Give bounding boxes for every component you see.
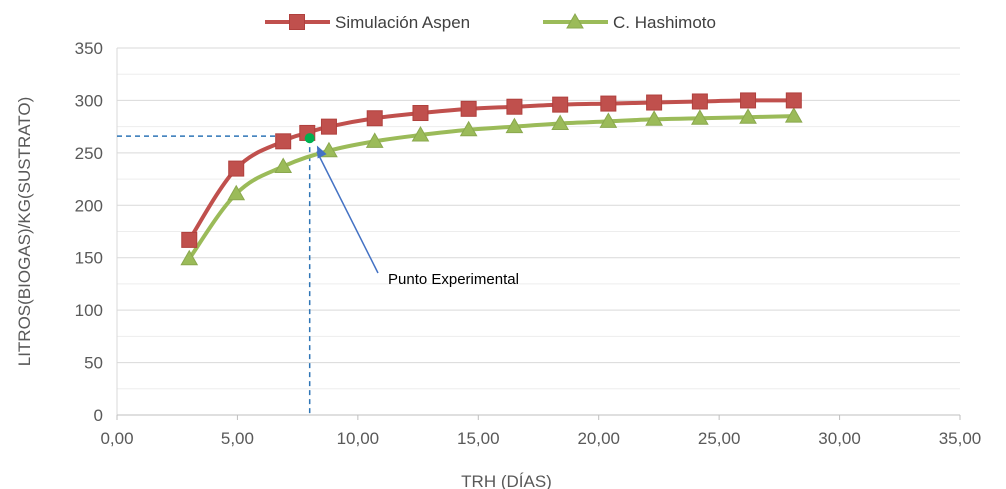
data-point bbox=[412, 105, 429, 122]
x-tick-label: 30,00 bbox=[818, 429, 861, 448]
series-c-hashimoto bbox=[180, 107, 803, 266]
data-point bbox=[460, 100, 477, 117]
data-point bbox=[645, 110, 663, 126]
data-point bbox=[785, 92, 802, 109]
data-point bbox=[366, 110, 383, 127]
x-tick-label: 10,00 bbox=[337, 429, 380, 448]
gridlines bbox=[117, 47, 960, 416]
data-point bbox=[320, 118, 337, 135]
data-point bbox=[228, 160, 245, 177]
axes bbox=[116, 48, 961, 420]
x-tick-label: 15,00 bbox=[457, 429, 500, 448]
legend-label: C. Hashimoto bbox=[613, 13, 716, 32]
annotation-arrow-line bbox=[316, 151, 379, 274]
data-point bbox=[274, 157, 293, 173]
data-point bbox=[691, 93, 708, 110]
legend: Simulación Aspen C. Hashimoto bbox=[265, 12, 716, 32]
axis-labels: 0,00 5,00 10,00 15,00 20,00 25,00 30,00 35,00 0 5… bbox=[15, 39, 981, 489]
data-point bbox=[181, 231, 198, 248]
x-axis-title: TRH (DÍAS) bbox=[461, 472, 552, 489]
x-tick-label: 20,00 bbox=[577, 429, 620, 448]
data-point bbox=[411, 126, 430, 142]
data-point bbox=[459, 120, 478, 137]
annotation-arrowhead bbox=[316, 145, 327, 159]
data-point bbox=[600, 95, 617, 112]
legend-swatch-marker bbox=[289, 14, 305, 30]
legend-item-simulacion-aspen: Simulación Aspen bbox=[265, 13, 470, 32]
legend-item-c-hashimoto: C. Hashimoto bbox=[543, 12, 716, 32]
y-tick-label: 250 bbox=[75, 144, 103, 163]
data-point bbox=[552, 96, 569, 113]
data-point bbox=[505, 117, 524, 134]
y-tick-label: 200 bbox=[75, 196, 103, 215]
data-point bbox=[739, 108, 757, 124]
data-point bbox=[506, 98, 523, 115]
series bbox=[180, 92, 803, 266]
annotation-label: Punto Experimental bbox=[388, 271, 519, 288]
experimental-guides bbox=[117, 135, 311, 415]
legend-swatch-marker bbox=[566, 12, 584, 29]
y-tick-label: 350 bbox=[75, 39, 103, 58]
data-point bbox=[180, 249, 199, 266]
annotations: Punto Experimental bbox=[316, 145, 519, 288]
x-tick-label: 35,00 bbox=[939, 429, 982, 448]
series-simulacion-aspen bbox=[181, 92, 802, 248]
y-tick-label: 300 bbox=[75, 91, 103, 110]
y-axis-title: LITROS(BIOGAS)/KG(SUSTRATO) bbox=[15, 97, 34, 367]
data-point bbox=[691, 109, 709, 125]
data-point bbox=[784, 107, 803, 123]
data-point bbox=[599, 112, 618, 128]
x-tick-label: 25,00 bbox=[698, 429, 741, 448]
y-tick-label: 100 bbox=[75, 301, 103, 320]
y-tick-label: 150 bbox=[75, 249, 103, 268]
data-point bbox=[740, 92, 757, 109]
y-tick-label: 50 bbox=[84, 354, 103, 373]
x-tick-label: 5,00 bbox=[221, 429, 254, 448]
experimental-point bbox=[304, 133, 315, 144]
x-tick-label: 0,00 bbox=[100, 429, 133, 448]
data-point bbox=[551, 114, 570, 130]
data-point bbox=[275, 133, 292, 150]
legend-label: Simulación Aspen bbox=[335, 13, 470, 32]
data-point bbox=[227, 184, 246, 201]
data-point bbox=[365, 132, 384, 148]
data-point bbox=[646, 94, 663, 111]
y-tick-label: 0 bbox=[94, 406, 103, 425]
